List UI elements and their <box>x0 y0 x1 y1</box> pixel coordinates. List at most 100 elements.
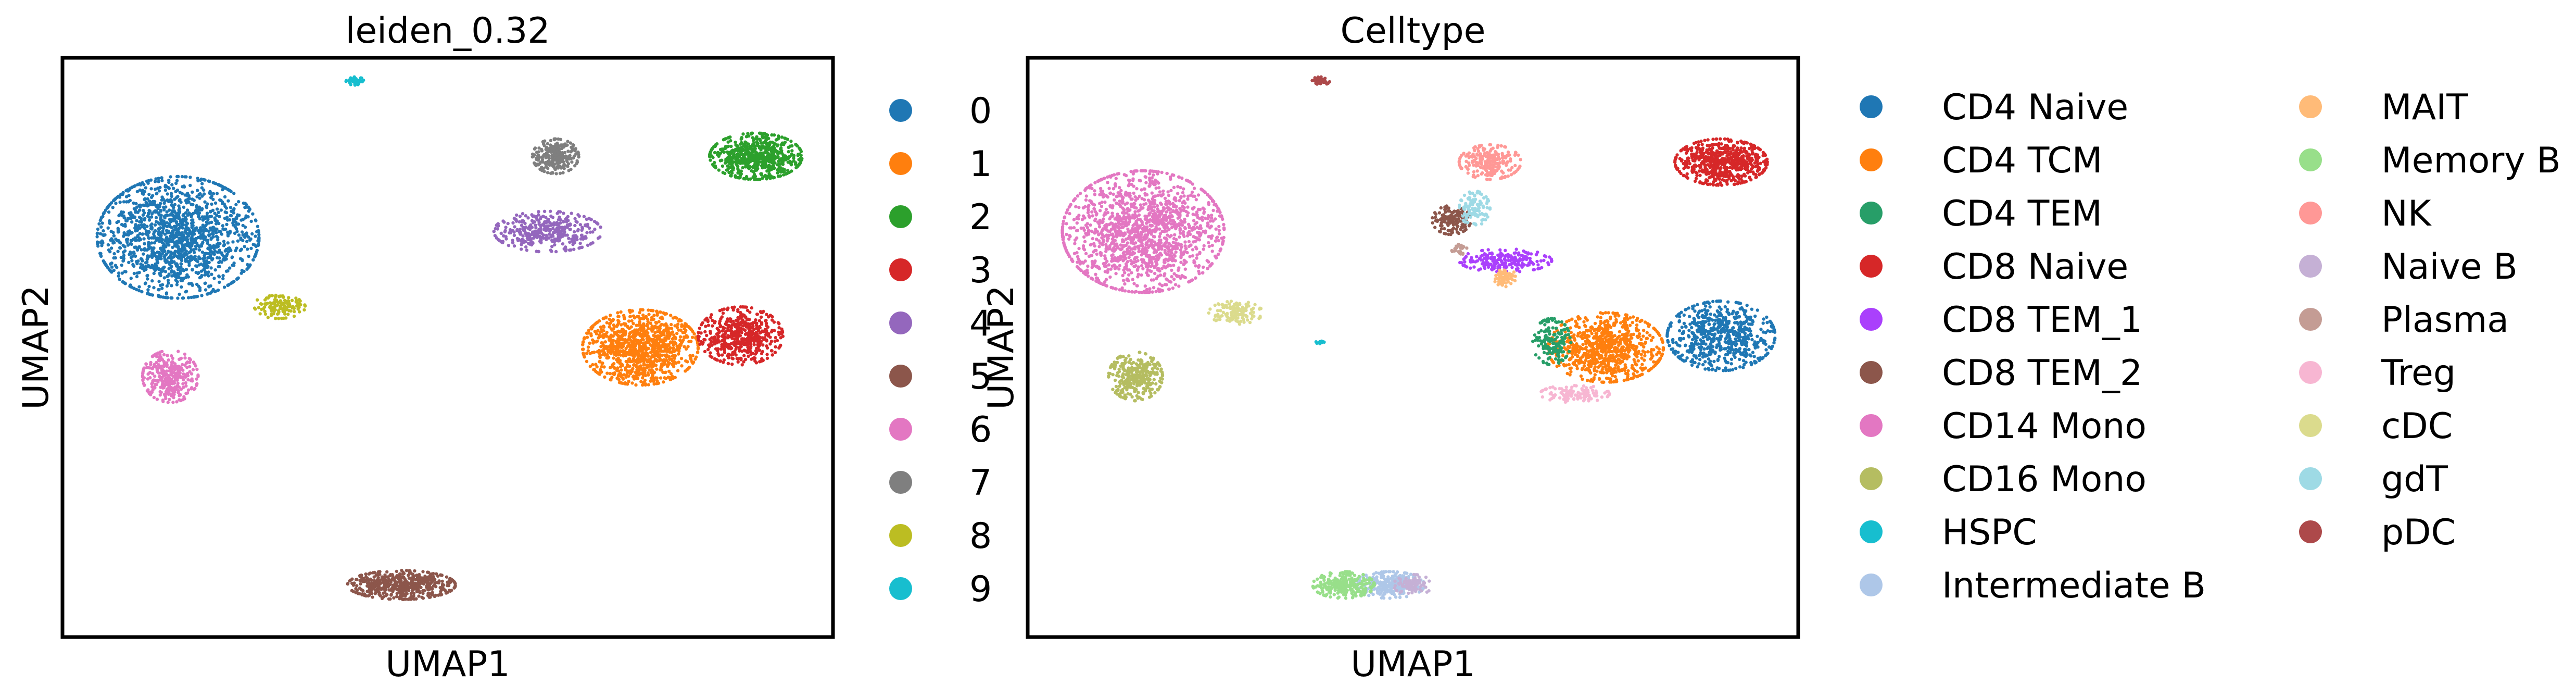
data-point <box>438 592 442 596</box>
data-point <box>155 355 159 358</box>
data-point <box>184 290 188 293</box>
data-point <box>735 339 739 343</box>
data-point <box>717 330 722 334</box>
data-point <box>350 581 354 585</box>
data-point <box>223 210 227 214</box>
data-point <box>185 228 190 231</box>
data-point <box>398 574 402 578</box>
data-point <box>373 584 377 588</box>
data-point <box>178 357 181 361</box>
data-point <box>562 220 565 223</box>
data-point <box>156 207 160 210</box>
data-point <box>590 351 594 355</box>
data-point <box>642 363 646 367</box>
data-point <box>555 221 559 225</box>
data-point <box>168 225 172 229</box>
data-point <box>150 253 154 256</box>
data-point <box>747 152 751 156</box>
data-point <box>165 361 169 365</box>
data-point <box>257 233 261 236</box>
data-point <box>798 148 802 152</box>
data-point <box>706 323 711 327</box>
data-point <box>175 276 179 280</box>
data-point <box>136 183 140 186</box>
cluster-6 <box>141 350 200 404</box>
data-point <box>123 249 127 253</box>
data-point <box>601 317 605 320</box>
data-point <box>156 379 160 382</box>
data-point <box>212 277 216 280</box>
data-point <box>403 583 408 587</box>
data-point <box>558 210 562 214</box>
data-point <box>616 315 620 319</box>
data-point <box>174 220 179 223</box>
data-point <box>154 216 158 220</box>
data-point <box>789 139 793 143</box>
data-point <box>221 188 224 192</box>
data-point <box>178 207 181 210</box>
data-point <box>116 250 120 253</box>
data-point <box>440 579 444 583</box>
data-point <box>681 331 685 334</box>
data-point <box>623 333 627 336</box>
data-point <box>151 250 155 253</box>
data-point <box>188 183 192 188</box>
data-point <box>655 311 660 315</box>
cluster-3 <box>696 305 785 367</box>
data-point <box>626 360 629 364</box>
data-point <box>142 208 145 213</box>
data-point <box>112 252 116 256</box>
data-point <box>99 241 103 244</box>
data-point <box>233 231 237 235</box>
data-point <box>750 306 754 310</box>
data-point <box>203 200 207 204</box>
data-point <box>594 321 598 325</box>
data-point <box>123 224 127 228</box>
data-point <box>163 183 167 188</box>
data-point <box>585 352 589 355</box>
data-point <box>623 381 627 385</box>
data-point <box>736 360 740 364</box>
data-point <box>186 193 190 197</box>
data-point <box>142 382 146 385</box>
data-point <box>212 226 216 230</box>
data-point <box>596 350 599 354</box>
data-point <box>765 353 769 356</box>
data-point <box>175 264 179 268</box>
data-point <box>193 251 196 254</box>
data-point <box>524 214 528 218</box>
data-point <box>596 329 600 332</box>
data-point <box>209 209 212 214</box>
data-point <box>210 202 213 206</box>
data-point <box>163 295 167 300</box>
data-point <box>151 372 155 376</box>
data-point <box>618 345 623 348</box>
data-point <box>135 219 138 222</box>
data-point <box>667 335 671 339</box>
data-point <box>620 368 623 372</box>
data-point <box>608 325 611 329</box>
data-point <box>624 375 628 379</box>
data-point <box>629 345 633 350</box>
data-point <box>776 168 779 172</box>
data-point <box>228 266 232 270</box>
data-point <box>212 181 216 185</box>
data-point <box>112 198 116 203</box>
data-point <box>706 347 710 352</box>
data-point <box>186 388 191 392</box>
data-point <box>156 186 160 190</box>
data-point <box>146 265 150 269</box>
data-point <box>232 192 236 195</box>
data-point <box>645 337 649 341</box>
data-point <box>104 263 108 267</box>
data-point <box>715 327 719 330</box>
data-point <box>421 570 425 574</box>
data-point <box>564 245 567 249</box>
data-point <box>251 258 255 262</box>
data-point <box>192 295 196 299</box>
data-point <box>185 208 190 212</box>
data-point <box>133 254 137 258</box>
data-point <box>634 350 637 354</box>
data-point <box>585 359 589 364</box>
data-point <box>200 186 204 190</box>
